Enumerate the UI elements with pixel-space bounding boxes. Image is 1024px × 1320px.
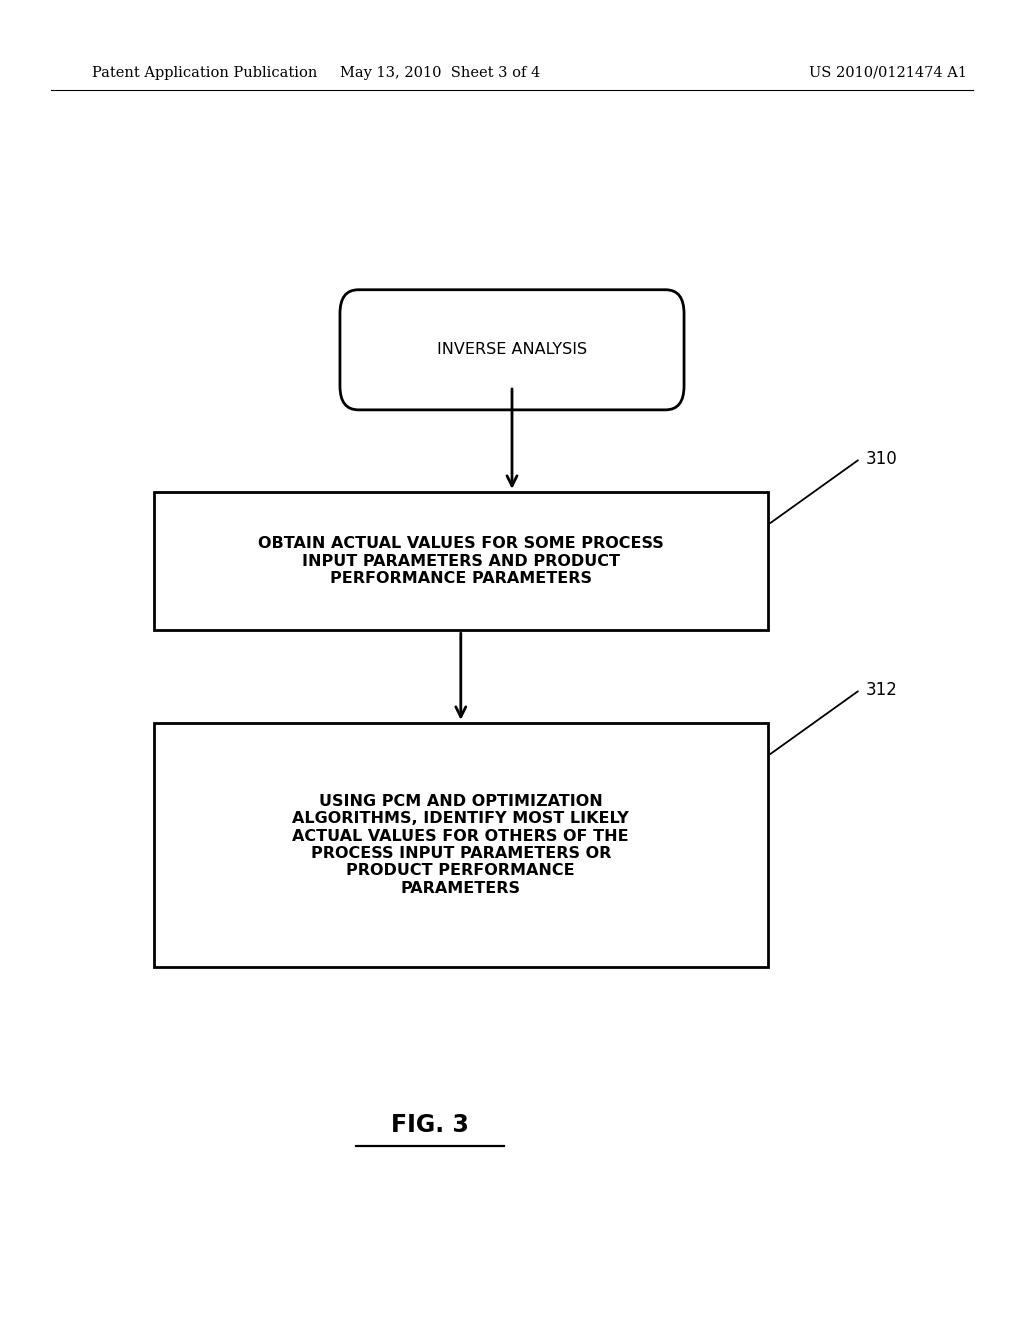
FancyBboxPatch shape	[340, 290, 684, 409]
Text: OBTAIN ACTUAL VALUES FOR SOME PROCESS
INPUT PARAMETERS AND PRODUCT
PERFORMANCE P: OBTAIN ACTUAL VALUES FOR SOME PROCESS IN…	[258, 536, 664, 586]
Text: FIG. 3: FIG. 3	[391, 1113, 469, 1137]
FancyBboxPatch shape	[154, 492, 768, 631]
Text: May 13, 2010  Sheet 3 of 4: May 13, 2010 Sheet 3 of 4	[340, 66, 541, 79]
Text: 312: 312	[865, 681, 897, 698]
Text: US 2010/0121474 A1: US 2010/0121474 A1	[809, 66, 967, 79]
Text: 310: 310	[865, 450, 897, 467]
Text: Patent Application Publication: Patent Application Publication	[92, 66, 317, 79]
Text: INVERSE ANALYSIS: INVERSE ANALYSIS	[437, 342, 587, 358]
Text: USING PCM AND OPTIMIZATION
ALGORITHMS, IDENTIFY MOST LIKELY
ACTUAL VALUES FOR OT: USING PCM AND OPTIMIZATION ALGORITHMS, I…	[293, 793, 629, 896]
FancyBboxPatch shape	[154, 723, 768, 966]
